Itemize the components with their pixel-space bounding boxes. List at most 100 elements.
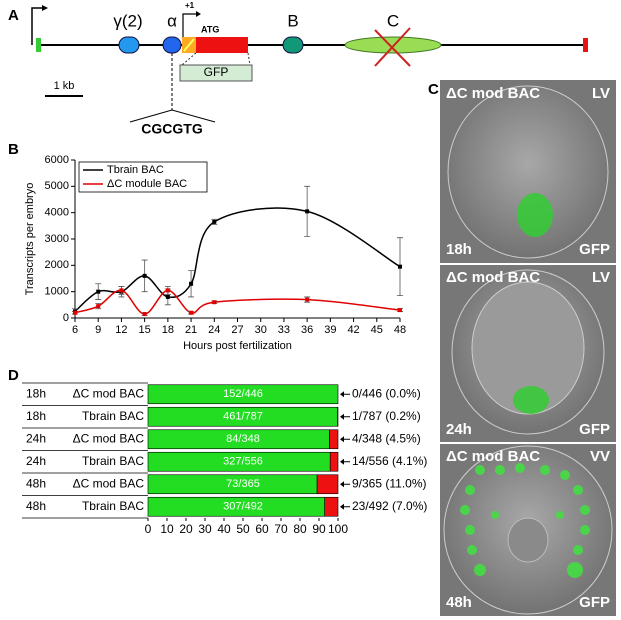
point: [212, 219, 217, 224]
bar-segment: [329, 429, 339, 450]
image-label: ΔC mod BAC: [446, 448, 540, 465]
row-label: ΔC mod BAC: [73, 476, 145, 490]
image-label: GFP: [579, 241, 610, 258]
count-label: 73/365: [226, 478, 260, 490]
count-label: 461/787: [223, 411, 263, 423]
y-tick-label: 3000: [45, 233, 69, 245]
x-tick-label: 40: [217, 522, 231, 536]
row-label: ΔC mod BAC: [73, 431, 145, 445]
y-tick-label: 5000: [45, 180, 69, 192]
x-tick-label: 42: [347, 324, 359, 336]
x-tick-label: 80: [293, 522, 307, 536]
element-label: C: [387, 11, 399, 30]
image-label: 18h: [446, 241, 472, 258]
scale-label: 1 kb: [54, 80, 75, 92]
y-tick-label: 6000: [45, 154, 69, 166]
stage-label: 18h: [26, 386, 46, 400]
gene-diagram: γ(2) α B C +1 ATG GFP 1 kb CGCGTG: [31, 1, 588, 137]
value-label: 9/365 (11.0%): [352, 476, 427, 490]
point: [142, 273, 147, 278]
element-label: γ(2): [113, 11, 142, 30]
x-tick-label: 30: [198, 522, 212, 536]
image-label: LV: [592, 85, 610, 102]
bar-segment: [329, 451, 339, 472]
x-tick-label: 15: [139, 324, 151, 336]
image-label: 48h: [446, 594, 472, 611]
point: [305, 297, 310, 302]
stage-label: 18h: [26, 409, 46, 423]
micrographs: ΔC mod BAC LV 18h GFP ΔC mod BAC LV 24h …: [440, 80, 616, 616]
element-label: B: [287, 11, 298, 30]
x-tick-label: 48: [394, 324, 406, 336]
point: [398, 308, 402, 313]
arrow-head: [340, 391, 344, 398]
bar-segment: [324, 496, 339, 517]
stage-label: 24h: [26, 454, 46, 468]
point: [212, 300, 217, 305]
arrow-head: [340, 436, 344, 443]
x-tick-label: 0: [145, 522, 152, 536]
row-label: ΔC mod BAC: [73, 386, 145, 400]
count-label: 327/556: [223, 456, 263, 468]
legend-label: ΔC module BAC: [107, 178, 187, 190]
y-tick-label: 2000: [45, 259, 69, 271]
image-label: GFP: [579, 594, 610, 611]
x-tick-label: 30: [255, 324, 267, 336]
panel-label: B: [8, 141, 19, 158]
y-tick-label: 1000: [45, 286, 69, 298]
image-label: LV: [592, 269, 610, 286]
series-line: [74, 289, 401, 315]
point: [189, 281, 194, 286]
x-tick-label: 33: [278, 324, 290, 336]
x-tick-label: 18: [162, 324, 174, 336]
tss-label: +1: [185, 1, 195, 10]
motif-label: CGCGTG: [141, 121, 203, 137]
element-label: α: [167, 11, 177, 30]
gfp-label: GFP: [204, 65, 229, 79]
count-label: 84/348: [226, 433, 260, 445]
x-tick-label: 39: [324, 324, 336, 336]
x-tick-label: 21: [185, 324, 197, 336]
panel-label: C: [428, 81, 439, 98]
x-tick-label: 6: [72, 324, 78, 336]
count-label: 152/446: [223, 388, 263, 400]
arrow-head: [340, 503, 344, 510]
value-label: 23/492 (7.0%): [352, 499, 427, 513]
legend-box: [78, 161, 208, 193]
point: [165, 288, 170, 293]
x-tick-label: 20: [179, 522, 193, 536]
stage-label: 24h: [26, 431, 46, 445]
image-label: VV: [590, 448, 610, 465]
image-label: GFP: [579, 421, 610, 438]
x-tick-label: 9: [95, 324, 101, 336]
bar-segment: [147, 384, 339, 405]
bar-segment: [316, 474, 339, 495]
stage-label: 48h: [26, 476, 46, 490]
point: [142, 312, 147, 317]
x-tick-label: 45: [371, 324, 383, 336]
arrow-head: [340, 481, 344, 488]
point: [96, 289, 101, 294]
x-tick-label: 12: [115, 324, 127, 336]
y-axis-label: Transcripts per embryo: [24, 183, 36, 296]
value-label: 4/348 (4.5%): [352, 431, 421, 445]
row-label: Tbrain BAC: [82, 454, 144, 468]
point: [119, 288, 124, 293]
image-label: ΔC mod BAC: [446, 85, 540, 102]
arrow-head: [340, 458, 344, 465]
y-tick-label: 0: [63, 312, 69, 324]
row-label: Tbrain BAC: [82, 499, 144, 513]
x-tick-label: 24: [208, 324, 220, 336]
point: [96, 304, 101, 309]
x-tick-label: 36: [301, 324, 313, 336]
stage-label: 48h: [26, 499, 46, 513]
x-tick-label: 70: [274, 522, 288, 536]
x-axis-label: Hours post fertilization: [183, 340, 292, 352]
arrow-head: [340, 413, 344, 420]
point: [73, 310, 77, 315]
x-tick-label: 10: [160, 522, 174, 536]
value-label: 1/787 (0.2%): [352, 409, 421, 423]
y-tick-label: 4000: [45, 207, 69, 219]
legend-label: Tbrain BAC: [107, 164, 164, 176]
